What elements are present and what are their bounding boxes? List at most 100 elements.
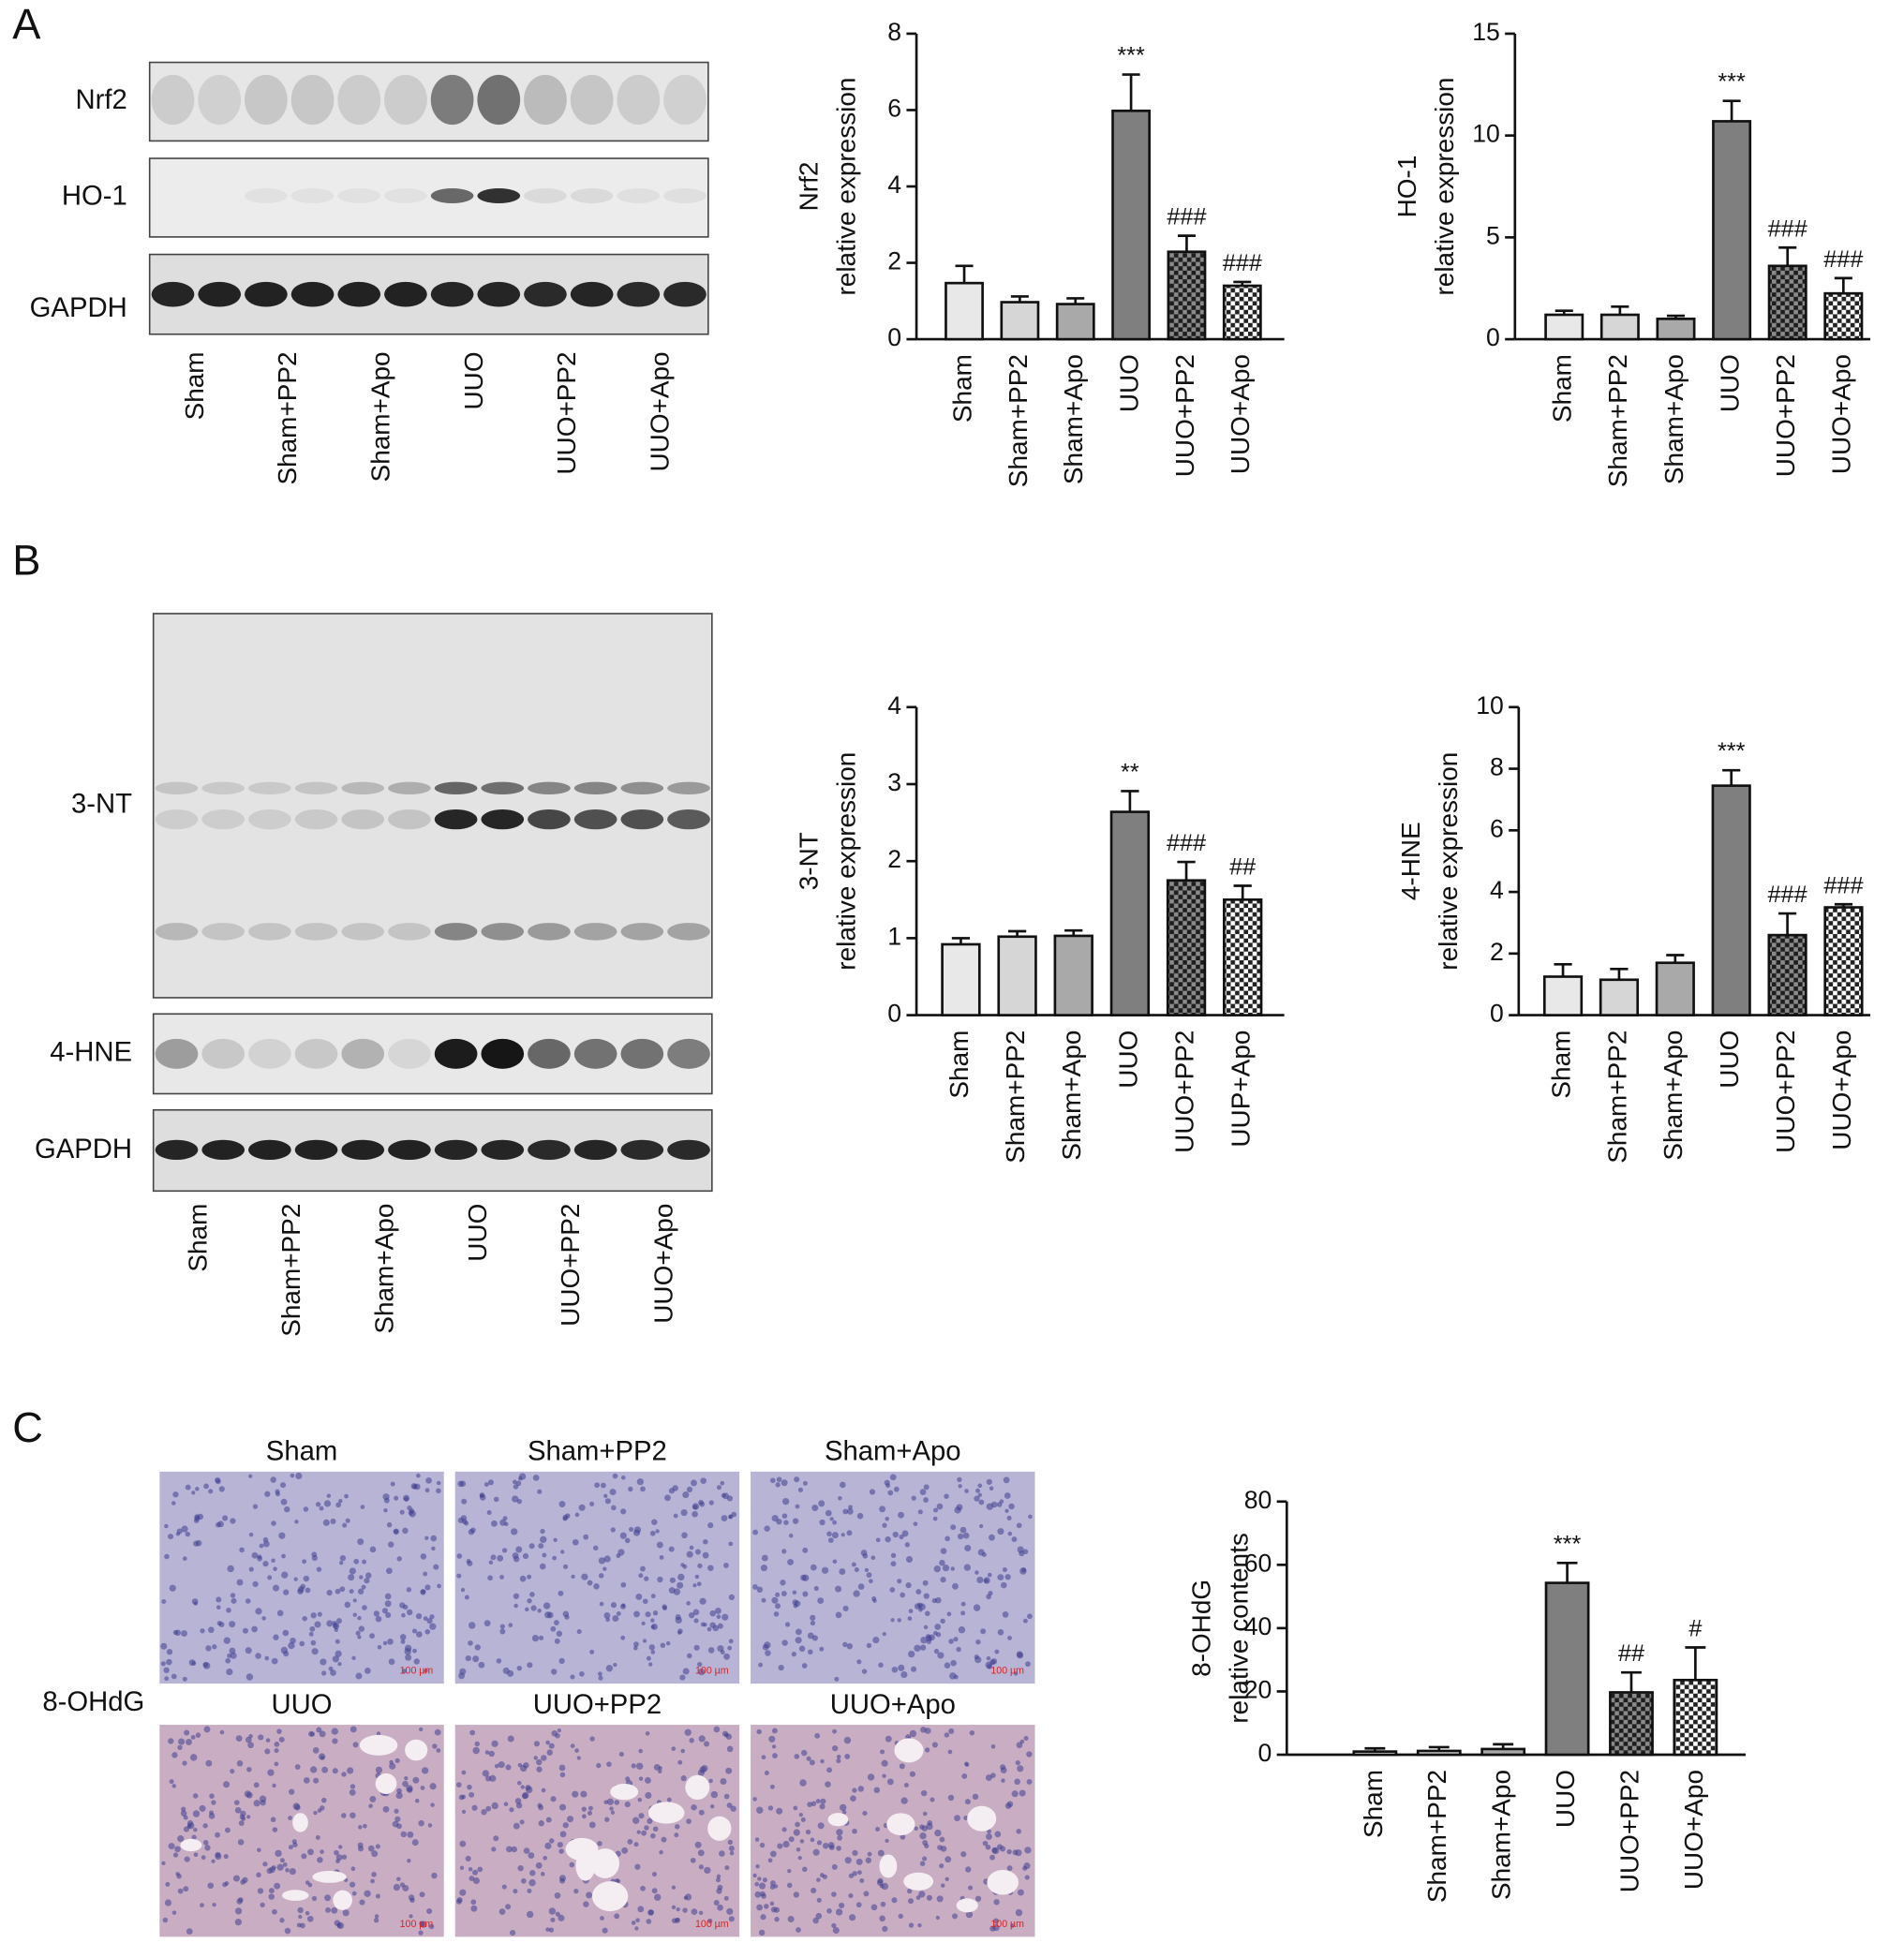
blot-band <box>201 1139 245 1161</box>
nucleus <box>402 1527 409 1535</box>
micrograph-title: UUO+PP2 <box>533 1689 662 1720</box>
nucleus <box>262 1561 269 1567</box>
nucleus <box>528 1543 535 1550</box>
nucleus <box>972 1793 979 1801</box>
nucleus <box>344 1493 349 1499</box>
nucleus <box>459 1889 467 1896</box>
nucleus <box>352 1742 359 1748</box>
nucleus <box>707 1647 715 1654</box>
nucleus <box>589 1736 595 1742</box>
nucleus <box>550 1669 558 1675</box>
nucleus <box>313 1810 318 1816</box>
nucleus <box>405 1654 412 1661</box>
nucleus <box>358 1825 363 1830</box>
nucleus <box>218 1486 225 1492</box>
nucleus <box>697 1563 703 1569</box>
nucleus <box>919 1861 926 1866</box>
nucleus <box>819 1873 825 1877</box>
nucleus <box>836 1754 841 1759</box>
nucleus <box>488 1560 494 1565</box>
nucleus <box>420 1786 425 1790</box>
nucleus <box>321 1670 327 1676</box>
nucleus <box>471 1804 478 1811</box>
blot-band <box>620 808 664 830</box>
nucleus <box>587 1810 592 1816</box>
nucleus <box>559 1877 566 1884</box>
nucleus <box>461 1770 467 1775</box>
nucleus <box>784 1622 791 1627</box>
nucleus <box>960 1851 967 1858</box>
nucleus <box>605 1665 614 1672</box>
nucleus <box>857 1786 865 1792</box>
nucleus <box>292 1842 298 1847</box>
lumen <box>903 1872 934 1891</box>
nucleus <box>344 1601 351 1609</box>
nucleus <box>953 1637 959 1642</box>
nucleus <box>890 1618 895 1623</box>
nucleus <box>364 1667 371 1674</box>
nucleus <box>631 1763 636 1769</box>
nucleus <box>572 1790 579 1798</box>
blot-band <box>481 1139 525 1161</box>
y-tick-label: 1 <box>887 922 901 950</box>
nucleus <box>201 1855 206 1861</box>
nucleus <box>288 1816 292 1820</box>
nucleus <box>512 1495 519 1503</box>
nucleus <box>816 1897 822 1903</box>
nucleus <box>704 1741 710 1747</box>
nucleus <box>825 1781 831 1787</box>
nucleus <box>469 1527 476 1534</box>
nucleus <box>680 1775 687 1782</box>
nucleus <box>168 1534 174 1540</box>
nucleus <box>761 1755 766 1760</box>
y-tick-label: 3 <box>887 768 901 796</box>
nucleus <box>374 1918 379 1923</box>
nucleus <box>403 1496 409 1502</box>
nucleus <box>1013 1671 1019 1676</box>
nucleus <box>1007 1531 1013 1536</box>
nucleus <box>282 1862 288 1867</box>
nucleus <box>502 1516 508 1521</box>
nucleus <box>349 1567 356 1575</box>
nucleus <box>578 1504 586 1511</box>
nucleus <box>539 1635 544 1640</box>
nucleus <box>717 1623 723 1629</box>
nucleus <box>994 1649 1000 1654</box>
blot-band <box>528 808 571 830</box>
significance-label: *** <box>1117 43 1145 69</box>
nucleus <box>692 1609 700 1616</box>
nucleus <box>614 1800 620 1805</box>
nucleus <box>332 1768 338 1774</box>
nucleus <box>545 1817 552 1823</box>
nucleus <box>602 1927 608 1934</box>
nucleus <box>761 1554 768 1562</box>
blot-row-label: GAPDH <box>35 1134 132 1164</box>
nucleus <box>816 1840 823 1846</box>
nucleus <box>831 1922 837 1929</box>
nucleus <box>620 1635 626 1640</box>
significance-label: # <box>1688 1616 1702 1642</box>
nucleus <box>230 1518 236 1524</box>
nucleus <box>175 1532 181 1536</box>
nucleus <box>857 1583 865 1590</box>
nucleus <box>723 1653 731 1660</box>
nucleus <box>1015 1759 1020 1766</box>
nucleus <box>827 1537 834 1543</box>
bar <box>1767 264 1807 341</box>
nucleus <box>245 1791 253 1799</box>
nucleus <box>411 1628 418 1634</box>
nucleus <box>229 1647 236 1654</box>
nucleus <box>208 1813 216 1819</box>
nucleus <box>652 1826 659 1832</box>
nucleus <box>707 1626 712 1632</box>
y-tick-label: 10 <box>1472 120 1500 148</box>
nucleus <box>726 1907 734 1915</box>
blot-band <box>245 74 288 126</box>
blot-band <box>667 781 710 794</box>
blot-band <box>290 188 335 203</box>
nucleus <box>423 1616 428 1622</box>
blot-strip <box>152 1013 713 1095</box>
nucleus <box>684 1728 692 1736</box>
nucleus <box>419 1891 425 1898</box>
nucleus <box>1025 1661 1031 1668</box>
